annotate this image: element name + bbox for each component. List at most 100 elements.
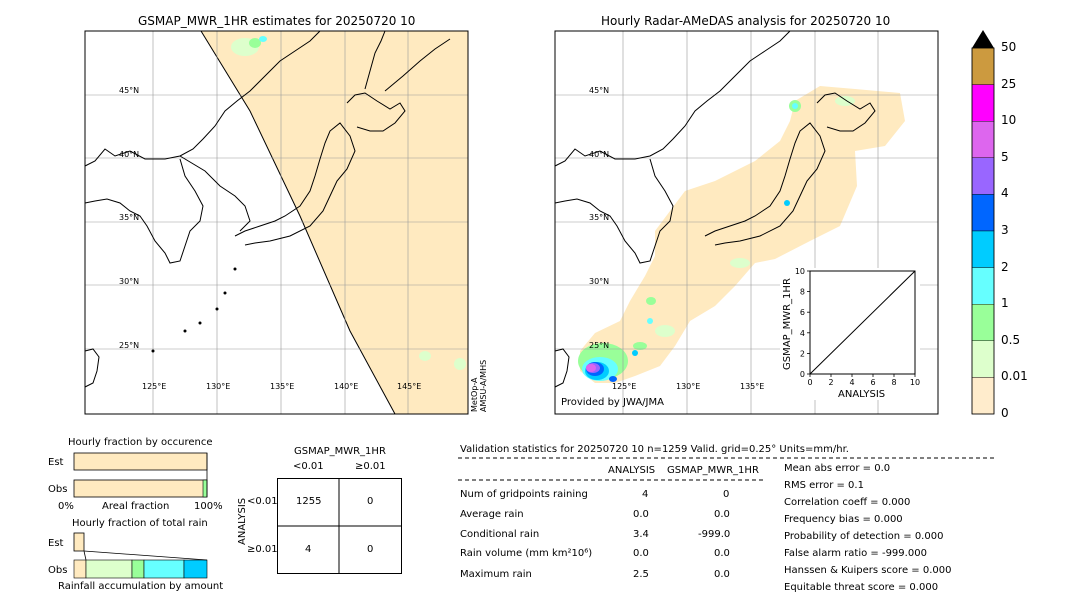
left-lon-label-125: 125°E <box>142 382 167 391</box>
colorbar-label: 25 <box>1001 76 1017 91</box>
colorbar-label: 2 <box>1001 259 1009 274</box>
scatter-y-tick-label: 4 <box>800 329 805 338</box>
score-far: False alarm ratio = -999.000 <box>784 548 927 559</box>
colorbar <box>971 30 995 415</box>
occurrence-label-est: Est <box>48 457 64 468</box>
colorbar-label: 4 <box>1001 186 1009 201</box>
occurrence-xlabel: Areal fraction <box>102 501 170 512</box>
sensor-label: MetOp-A AMSU-A/MHS <box>470 359 488 412</box>
occurrence-tick-100: 100% <box>194 501 223 512</box>
left-lat-label-25: 25°N <box>119 341 140 350</box>
right-map-title: Hourly Radar-AMeDAS analysis for 2025072… <box>601 14 891 28</box>
contingency-col-lt: <0.01 <box>293 461 324 472</box>
total-rain-label-est: Est <box>48 538 64 549</box>
colorbar-label: 1 <box>1001 296 1009 311</box>
contingency-title: GSMAP_MWR_1HR <box>294 446 386 457</box>
score-correlation: Correlation coeff = 0.000 <box>784 497 911 508</box>
left-map <box>84 30 469 415</box>
total-rain-label-obs: Obs <box>48 565 68 576</box>
left-lon-label-145: 145°E <box>397 382 422 391</box>
validation-row-gsmap: 0.0 <box>714 569 730 580</box>
occurrence-tick-0: 0% <box>58 501 74 512</box>
colorbar-segment <box>971 194 995 232</box>
score-frequency-bias: Frequency bias = 0.000 <box>784 514 903 525</box>
colorbar-label: 3 <box>1001 223 1009 237</box>
radar-coverage-region <box>580 86 905 383</box>
validation-row-label: Average rain <box>460 509 524 520</box>
total-rain-title: Hourly fraction of total rain <box>72 518 208 529</box>
right-lat-label-40: 40°N <box>589 150 610 159</box>
colorbar-segment <box>971 47 995 85</box>
colorbar-label: 0.01 <box>1001 369 1028 384</box>
total-rain-est-bar <box>73 532 85 552</box>
contingency-grid <box>277 478 402 574</box>
colorbar-label: 0 <box>1001 406 1009 420</box>
right-lat-label-45: 45°N <box>589 86 610 95</box>
colorbar-segment <box>971 267 995 305</box>
left-lon-label-135: 135°E <box>270 382 295 391</box>
validation-col-analysis: ANALYSIS <box>608 465 656 476</box>
colorbar-segment <box>971 120 995 158</box>
contingency-cell-01: 0 <box>367 496 374 507</box>
scatter-y-tick-label: 8 <box>800 288 805 297</box>
contingency-row-ge: ≥0.01 <box>247 544 278 555</box>
colorbar-segment <box>971 84 995 122</box>
validation-row-gsmap: 0 <box>723 489 730 500</box>
score-pod: Probability of detection = 0.000 <box>784 531 944 542</box>
score-ets: Equitable threat score = 0.000 <box>784 582 939 593</box>
validation-row-gsmap: -999.0 <box>698 529 731 540</box>
scatter-plot: 0 2 4 6 8 10 0 2 4 6 8 10 <box>795 267 920 387</box>
left-lat-label-35: 35°N <box>119 213 140 222</box>
scatter-y-tick-label: 2 <box>800 349 805 358</box>
colorbar-segment <box>971 157 995 195</box>
contingency-cell-10: 4 <box>305 544 312 555</box>
validation-row-gsmap: 0.0 <box>714 548 730 559</box>
score-rmse: RMS error = 0.1 <box>784 480 864 491</box>
right-lon-label-125: 125°E <box>612 382 637 391</box>
left-map-title: GSMAP_MWR_1HR estimates for 20250720 10 <box>138 14 416 28</box>
validation-row-analysis: 2.5 <box>633 569 649 580</box>
scatter-y-tick-label: 10 <box>795 267 805 276</box>
occurrence-title: Hourly fraction by occurence <box>68 437 213 448</box>
score-mae: Mean abs error = 0.0 <box>784 463 891 474</box>
score-hk: Hanssen & Kuipers score = 0.000 <box>784 565 952 576</box>
scatter-x-tick-label: 4 <box>849 378 854 387</box>
scatter-x-tick-label: 8 <box>891 378 896 387</box>
colorbar-segment <box>971 340 995 378</box>
validation-row-label: Rain volume (mm km²10⁶) <box>460 548 593 559</box>
contingency-cell-00: 1255 <box>296 496 322 507</box>
right-lat-label-30: 30°N <box>589 277 610 286</box>
scatter-y-tick-label: 6 <box>800 308 805 317</box>
total-rain-obs-seg-5 <box>183 559 208 579</box>
occurrence-label-obs: Obs <box>48 484 68 495</box>
total-rain-obs-seg-3 <box>131 559 145 579</box>
occurrence-obs-bar <box>73 479 208 498</box>
occurrence-chart <box>73 452 208 498</box>
validation-row-label: Num of gridpoints raining <box>460 489 588 500</box>
colorbar-label: 0.5 <box>1001 332 1021 347</box>
scatter-x-tick-label: 0 <box>807 378 812 387</box>
validation-col-gsmap: GSMAP_MWR_1HR <box>667 465 759 476</box>
validation-row-label: Conditional rain <box>460 529 540 540</box>
contingency-row-lt: <0.01 <box>247 496 278 507</box>
validation-row-gsmap: 0.0 <box>714 509 730 520</box>
validation-col-divider <box>458 479 763 481</box>
data-credit: Provided by JWA/JMA <box>561 397 664 408</box>
validation-row-analysis: 0.0 <box>633 548 649 559</box>
left-lat-label-30: 30°N <box>119 277 140 286</box>
contingency-cell-11: 0 <box>367 544 374 555</box>
total-rain-obs-seg-2 <box>85 559 133 579</box>
colorbar-label: 10 <box>1001 113 1017 128</box>
colorbar-segment <box>971 230 995 268</box>
left-lon-label-140: 140°E <box>334 382 359 391</box>
colorbar-segment <box>971 377 995 415</box>
left-lat-label-45: 45°N <box>119 86 140 95</box>
scatter-ylabel: GSMAP_MWR_1HR <box>782 278 793 370</box>
scatter-y-tick-label: 0 <box>800 370 805 379</box>
validation-row-analysis: 3.4 <box>633 529 649 540</box>
scatter-x-tick-label: 10 <box>910 378 920 387</box>
total-rain-obs-seg-1 <box>73 559 87 579</box>
right-lat-label-25: 25°N <box>589 341 610 350</box>
scatter-x-tick-label: 6 <box>870 378 875 387</box>
validation-row-analysis: 4 <box>642 489 649 500</box>
